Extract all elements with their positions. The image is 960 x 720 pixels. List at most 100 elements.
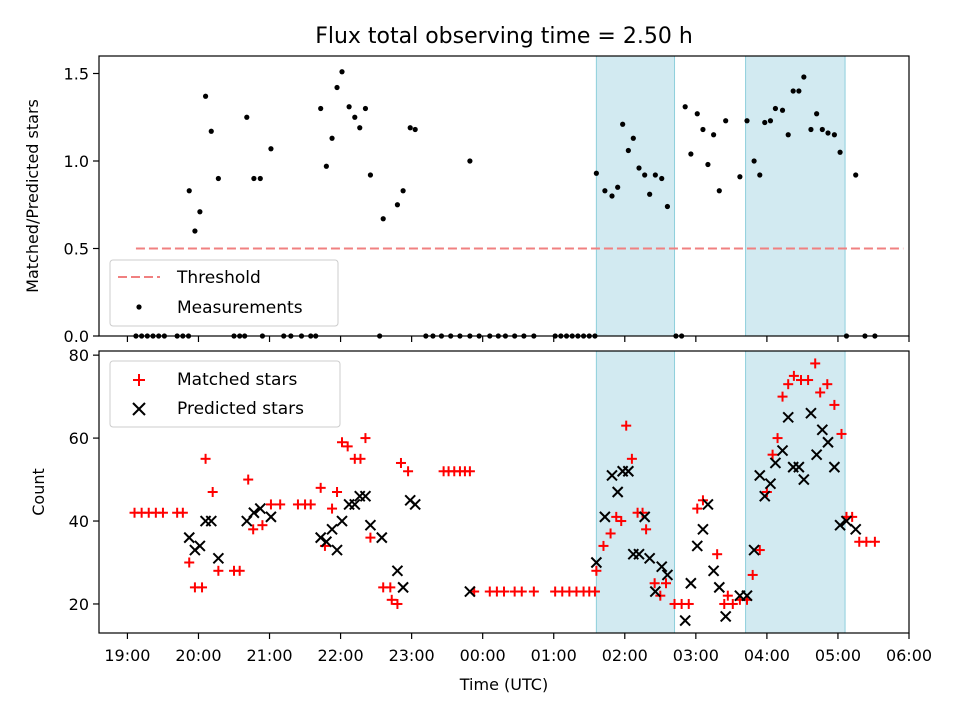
matched-star-point: [332, 487, 343, 497]
matched-star-point: [516, 586, 527, 597]
measurement-point: [700, 126, 706, 133]
predicted-star-point: [685, 577, 697, 589]
matched-star-point: [605, 528, 616, 539]
top-y-tick-label: 1.5: [64, 65, 89, 84]
predicted-star-point: [409, 498, 421, 511]
measurement-point: [352, 114, 358, 120]
top-axes-frame: [98, 55, 910, 337]
predicted-star-point: [320, 536, 333, 548]
top-shaded-region-1: [745, 56, 846, 336]
matched-star-point: [861, 536, 872, 547]
predicted-star-point: [776, 444, 789, 457]
legend-predicted-label: Predicted stars: [177, 399, 304, 419]
bottom-shaded-regions: [595, 351, 846, 633]
matched-star-point: [499, 586, 509, 597]
bottom-x-ticks: 19:00 20:00 21:00 22:00 23:00 00:00 01:00 02:00…: [104, 633, 932, 665]
bottom-subplot: 20 40 60 80 19:00 20:00 21:00 22:00 23:00 00:00 0…: [29, 346, 932, 694]
predicted-star-point: [212, 552, 225, 565]
measurement-point: [772, 105, 779, 112]
legend-predicted-swatch: [132, 402, 146, 416]
measurement-point: [837, 149, 843, 155]
predicted-star-point: [822, 436, 834, 448]
measurement-point: [394, 202, 401, 208]
matched-star-point: [315, 482, 326, 493]
matched-star-point: [342, 441, 353, 452]
predicted-star-point: [661, 569, 674, 581]
matched-star-point: [719, 598, 730, 609]
predicted-star-point: [656, 560, 668, 573]
top-y-ticks: 0.0 0.5 1.0 1.5: [64, 65, 99, 346]
predicted-star-point: [254, 502, 266, 515]
top-shaded-region-0: [596, 56, 675, 336]
measurement-point: [257, 175, 263, 182]
bot-y-tick-label: 40: [69, 512, 89, 531]
x-tick-label: 19:00: [104, 646, 150, 665]
measurement-point: [853, 172, 859, 178]
x-tick-label: 04:00: [744, 646, 790, 665]
matched-star-point: [327, 503, 338, 514]
matched-star-point: [810, 358, 821, 369]
measurement-point: [757, 172, 763, 178]
measurement-point: [339, 69, 345, 75]
matched-star-point: [392, 598, 403, 609]
measurement-point: [814, 111, 820, 117]
predicted-star-point: [707, 565, 720, 577]
predicted-star-point: [194, 540, 206, 552]
predicted-star-point: [183, 531, 195, 544]
matched-star-point: [727, 598, 738, 609]
measurement-point: [620, 121, 626, 127]
measurement-point: [251, 175, 257, 182]
x-tick-label: 06:00: [886, 646, 932, 665]
matched-star-point: [395, 457, 406, 468]
top-x-ticks: [126, 336, 910, 342]
predicted-star-point: [713, 581, 725, 594]
matched-star-point: [177, 507, 188, 518]
measurement-point: [636, 165, 642, 171]
measurement-point: [357, 125, 363, 131]
matched-star-point: [591, 565, 602, 576]
predicted-star-point: [638, 511, 651, 523]
matched-star-point: [712, 549, 723, 560]
predicted-star-point: [816, 424, 829, 436]
x-tick-label: 20:00: [175, 646, 221, 665]
measurement-point: [796, 88, 802, 94]
measurement-point: [705, 161, 711, 168]
x-tick-label: 00:00: [460, 646, 506, 665]
measurement-point: [346, 104, 352, 110]
matched-star-point: [157, 507, 168, 518]
measurement-point: [323, 163, 329, 169]
matched-star-point: [616, 516, 627, 527]
measurement-point: [268, 146, 274, 152]
measurement-point: [400, 188, 406, 194]
measurement-point: [767, 118, 774, 124]
measurement-point: [831, 132, 837, 138]
predicted-star-point: [336, 515, 348, 527]
measurement-point: [609, 193, 615, 199]
bottom-y-axis-label: Count: [29, 468, 48, 516]
measurement-point: [785, 132, 791, 138]
matched-star-point: [589, 586, 600, 597]
measurement-point: [407, 125, 413, 131]
predicted-star-point: [793, 461, 805, 473]
predicted-star-point: [649, 585, 662, 598]
measurement-point: [711, 132, 717, 138]
matched-star-point: [200, 453, 211, 464]
measurement-point: [202, 93, 209, 99]
matched-star-point: [213, 565, 224, 576]
bot-y-tick-label: 20: [69, 595, 89, 614]
predicted-star-point: [391, 565, 404, 577]
matched-star-point: [767, 449, 778, 460]
measurement-point: [688, 151, 694, 157]
predicted-star-point: [798, 473, 810, 486]
measurement-point: [467, 158, 473, 164]
predicted-star-point: [464, 585, 476, 598]
top-legend-box: [109, 259, 339, 327]
measurement-point: [192, 228, 198, 234]
legend-measurements-label: Measurements: [177, 298, 303, 318]
measurement-point: [186, 188, 192, 194]
predicted-star-point: [748, 544, 760, 556]
measurement-point: [318, 105, 324, 112]
matched-star-point: [772, 433, 783, 444]
measurement-point: [625, 147, 631, 154]
predicted-star-point: [719, 610, 732, 623]
